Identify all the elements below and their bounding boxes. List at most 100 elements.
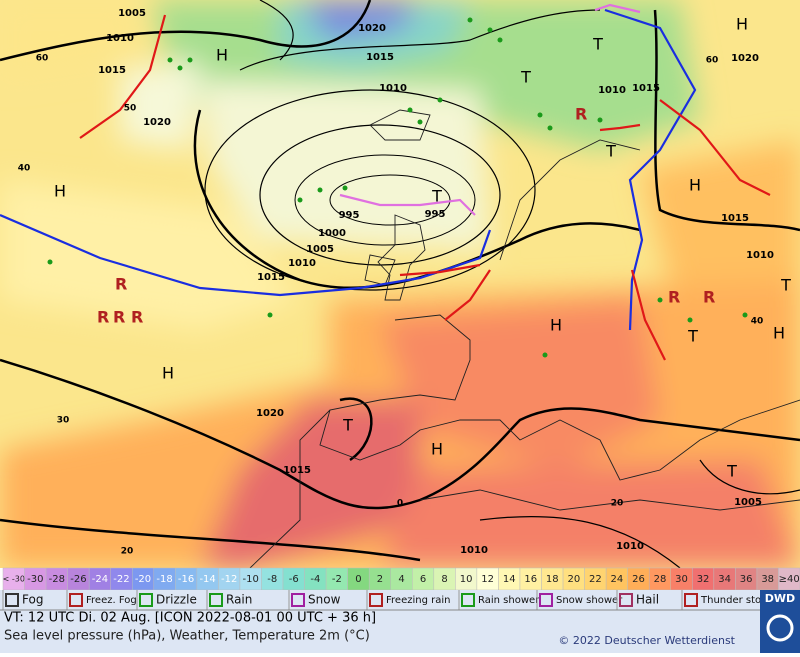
scale-label: -4 <box>310 574 320 585</box>
isobar-label: 50 <box>124 104 137 114</box>
isobar-label: 1015 <box>632 83 660 94</box>
scale-label: 20 <box>567 574 580 585</box>
isobar-label: 1005 <box>306 244 334 255</box>
isobar-label: 995 <box>425 209 446 220</box>
isobar-label: 1010 <box>379 83 407 94</box>
scale-label: -16 <box>178 574 194 585</box>
legend-icon <box>291 593 305 607</box>
weather-legend: Fog Freez. Fog Drizzle Rain Snow Freezing rai… <box>2 590 775 610</box>
isobar-label: 1010 <box>616 541 644 552</box>
isobar-label: 40 <box>751 317 764 327</box>
scale-label: 2 <box>377 574 383 585</box>
description: Sea level pressure (hPa), Weather, Tempe… <box>4 629 370 644</box>
scale-label: -2 <box>332 574 342 585</box>
isobar-label: 1015 <box>257 272 285 283</box>
dwd-logo-icon <box>766 614 794 642</box>
scale-label: -8 <box>267 574 277 585</box>
scale-label: 12 <box>481 574 494 585</box>
scale-label: 30 <box>675 574 688 585</box>
isobar-label: 1020 <box>256 408 284 419</box>
scale-label: ≥40 <box>779 574 800 585</box>
pressure-center: T <box>520 68 531 87</box>
legend-label: Drizzle <box>156 593 197 607</box>
isobar-label: 20 <box>611 499 624 509</box>
isobar-label: 1010 <box>288 258 316 269</box>
pressure-center: T <box>342 416 353 435</box>
scale-label: 16 <box>524 574 537 585</box>
svg-text:R: R <box>115 275 127 294</box>
legend-icon <box>684 593 698 607</box>
pressure-center: H <box>773 324 785 343</box>
scale-label: 24 <box>611 574 624 585</box>
legend-panel <box>0 590 800 653</box>
scale-label: 26 <box>632 574 645 585</box>
legend-label: Snow shower <box>556 595 623 606</box>
legend-label: Fog <box>22 593 43 607</box>
pressure-center: H <box>736 15 748 34</box>
scale-label: -22 <box>113 574 129 585</box>
copyright: © 2022 Deutscher Wetterdienst <box>558 634 735 647</box>
isobar-label: 60 <box>706 56 719 66</box>
isobar-label: 1010 <box>106 33 134 44</box>
legend-label: Rain <box>226 593 252 607</box>
scale-label: -24 <box>92 574 108 585</box>
svg-text:R: R <box>575 105 587 124</box>
legend-icon <box>5 593 19 607</box>
isobar-label: 1015 <box>283 465 311 476</box>
pressure-center: H <box>431 440 443 459</box>
pressure-center: T <box>726 462 737 481</box>
legend-label: Thunder storm <box>700 595 775 606</box>
scale-label: -26 <box>70 574 86 585</box>
svg-text:R: R <box>131 308 143 327</box>
isobar-label: 1020 <box>143 117 171 128</box>
isobar-label: 1010 <box>460 545 488 556</box>
dwd-logo-text: DWD <box>765 592 795 605</box>
svg-text:R: R <box>113 308 125 327</box>
legend-icon <box>369 593 383 607</box>
svg-text:R: R <box>668 288 680 307</box>
scale-label: -12 <box>221 574 237 585</box>
scale-label: -28 <box>49 574 65 585</box>
legend-icon <box>139 593 153 607</box>
isobar-label: 1010 <box>598 85 626 96</box>
valid-time: VT: 12 UTC Di. 02 Aug. [ICON 2022-08-01 … <box>4 611 376 626</box>
isobar-label: 20 <box>121 547 134 557</box>
pressure-center: H <box>216 46 228 65</box>
scale-label: 18 <box>546 574 559 585</box>
scale-label: -14 <box>199 574 215 585</box>
pressure-center: H <box>550 316 562 335</box>
pressure-center: H <box>162 364 174 383</box>
scale-label: 14 <box>503 574 516 585</box>
scale-label: -30 <box>27 574 43 585</box>
isobar-label: 1010 <box>746 250 774 261</box>
scale-label: 32 <box>697 574 710 585</box>
pressure-center: T <box>687 327 698 346</box>
legend-label: Rain shower <box>478 595 540 606</box>
legend-icon <box>539 593 553 607</box>
isobar-label: 1005 <box>734 497 762 508</box>
pressure-center: T <box>431 187 442 206</box>
weather-symbols <box>47 17 748 358</box>
scale-label: 22 <box>589 574 602 585</box>
scale-label: 36 <box>740 574 753 585</box>
legend-label: Freez. Fog <box>86 595 137 606</box>
scale-label: -6 <box>289 574 299 585</box>
isobar-label: 40 <box>18 164 31 174</box>
isobar-label: 1015 <box>721 213 749 224</box>
legend-icon <box>69 593 83 607</box>
scale-label: < -30 <box>3 575 25 584</box>
legend-icon <box>619 593 633 607</box>
pressure-center: T <box>592 35 603 54</box>
scale-label: 38 <box>761 574 774 585</box>
scale-label: 0 <box>355 574 361 585</box>
legend-label: Snow <box>308 593 341 607</box>
scale-label: 6 <box>420 574 426 585</box>
isobar-label: 0 <box>397 499 403 509</box>
fronts <box>0 3 771 361</box>
isobar-label: 1020 <box>358 23 386 34</box>
scale-label: 28 <box>654 574 667 585</box>
thunder-symbols: R R RR RR R <box>97 105 715 327</box>
